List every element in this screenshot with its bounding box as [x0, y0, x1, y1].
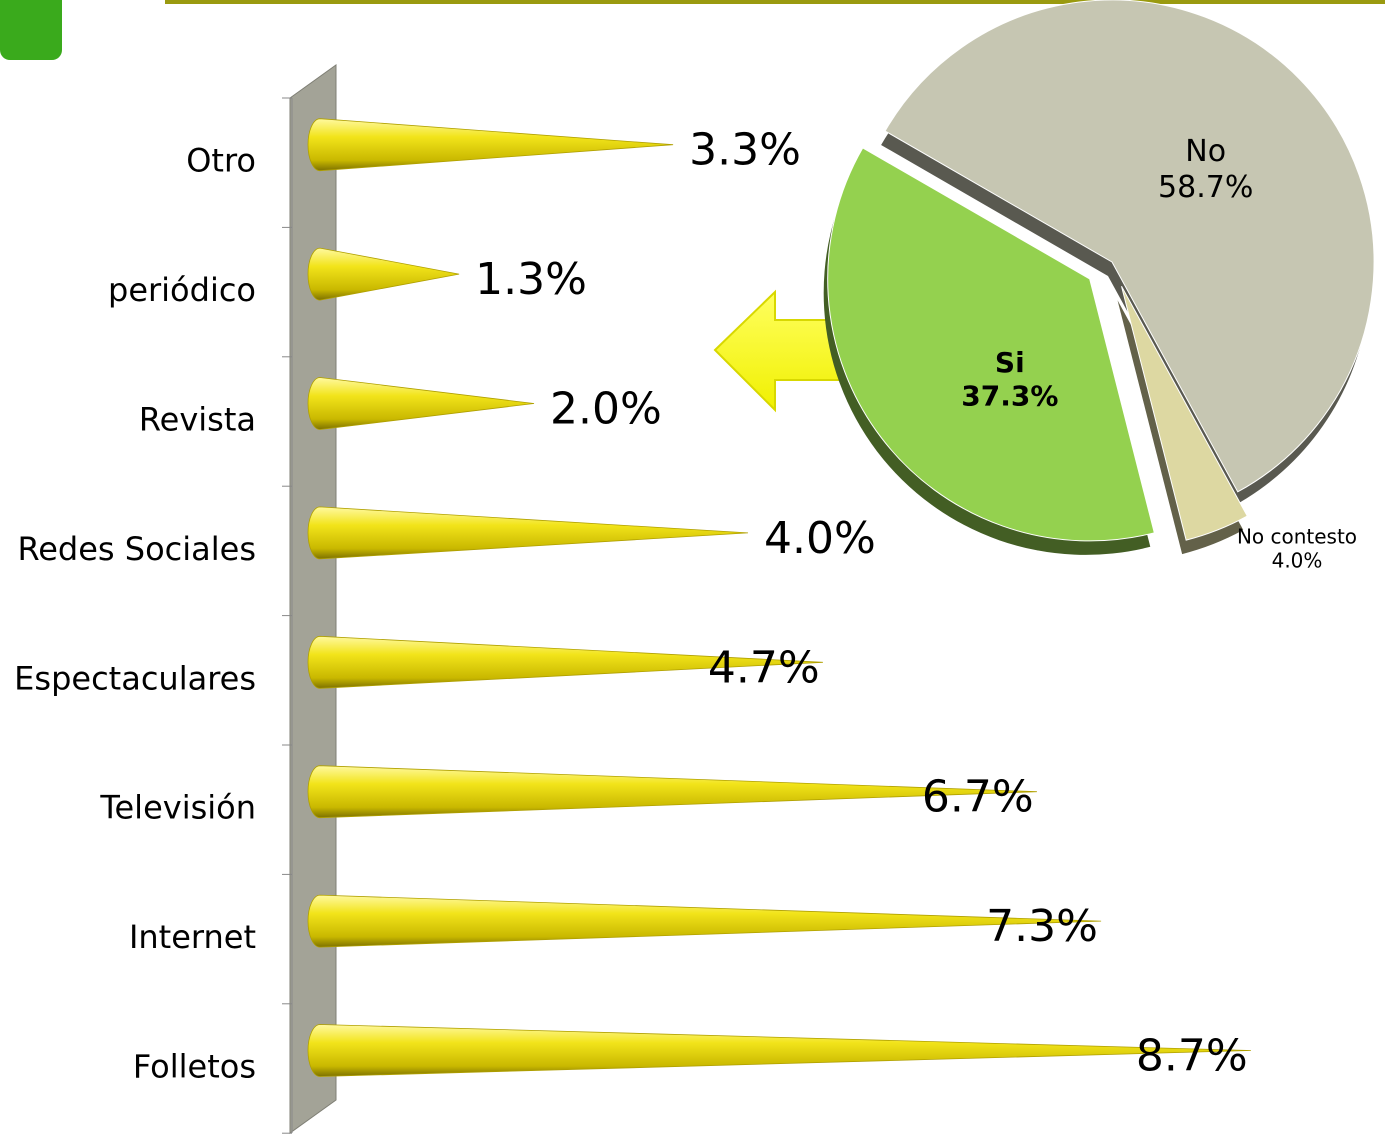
- bar: [307, 894, 1102, 948]
- category-label: Espectaculares: [14, 659, 256, 697]
- bar: [307, 635, 823, 689]
- value-label: 2.0%: [550, 384, 662, 435]
- slice-value: 58.7%: [1158, 170, 1253, 205]
- value-label: 8.7%: [1136, 1031, 1248, 1082]
- axis-wall: [289, 64, 337, 1134]
- bar: [307, 506, 749, 560]
- value-label: 4.7%: [708, 642, 820, 693]
- slice: [884, 0, 1375, 493]
- slice-name: No contesto: [1237, 525, 1357, 549]
- category-label: Folletos: [133, 1048, 256, 1086]
- bar: [307, 765, 1037, 819]
- bar: [307, 247, 460, 301]
- slice-value: 4.0%: [1272, 549, 1323, 573]
- bar: [307, 118, 674, 172]
- value-label: 1.3%: [475, 254, 587, 305]
- slice: [827, 147, 1155, 542]
- category-label: periódico: [108, 271, 256, 309]
- value-label: 7.3%: [986, 901, 1098, 952]
- slice-value: 37.3%: [961, 380, 1058, 413]
- category-label: Otro: [186, 142, 256, 180]
- corner-block-top: [0, 0, 62, 10]
- value-label: 4.0%: [764, 513, 876, 564]
- value-label: 6.7%: [922, 772, 1034, 823]
- category-label: Internet: [129, 918, 256, 956]
- bar: [307, 1024, 1251, 1077]
- category-label: Redes Sociales: [17, 530, 256, 568]
- slice: [1121, 285, 1248, 541]
- value-label: 3.3%: [689, 125, 801, 176]
- slice-name: Si: [995, 346, 1025, 379]
- category-label: Televisión: [99, 789, 256, 827]
- bar: [307, 377, 535, 430]
- slice-name: No: [1185, 134, 1226, 169]
- category-label: Revista: [139, 401, 256, 439]
- corner-block: [0, 0, 62, 60]
